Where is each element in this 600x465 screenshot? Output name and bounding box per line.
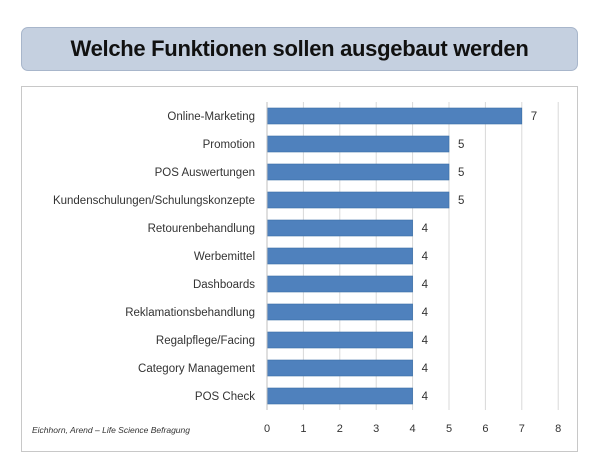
category-label: Reklamationsbehandlung	[125, 307, 255, 319]
bar	[266, 303, 413, 321]
data-label: 4	[422, 335, 429, 347]
bar	[266, 107, 523, 125]
source-note: Eichhorn, Arend – Life Science Befragung	[32, 425, 190, 435]
category-label: POS Check	[195, 391, 255, 403]
bar	[266, 247, 413, 265]
x-tick-label: 6	[482, 423, 488, 435]
data-label: 5	[458, 167, 464, 179]
x-tick-label: 8	[555, 423, 561, 435]
category-label: Promotion	[203, 139, 255, 151]
x-tick-label: 7	[519, 423, 525, 435]
bar	[266, 135, 450, 153]
chart-title: Welche Funktionen sollen ausgebaut werde…	[70, 36, 529, 61]
bar	[266, 359, 413, 377]
bar	[266, 331, 413, 349]
category-label: Online-Marketing	[167, 111, 255, 123]
data-label: 4	[422, 363, 429, 375]
x-tick-label: 1	[300, 423, 306, 435]
category-label: POS Auswertungen	[155, 167, 255, 179]
data-label: 4	[422, 307, 429, 319]
bar	[266, 275, 413, 293]
data-label: 4	[422, 279, 429, 291]
category-label: Werbemittel	[194, 251, 255, 263]
x-tick-label: 4	[410, 423, 416, 435]
x-tick-label: 3	[373, 423, 379, 435]
data-label: 4	[422, 391, 429, 403]
data-label: 5	[458, 195, 464, 207]
category-label: Regalpflege/Facing	[156, 335, 255, 347]
bar	[266, 387, 413, 405]
x-tick-label: 0	[264, 423, 270, 435]
category-label: Dashboards	[193, 279, 255, 291]
data-label: 7	[531, 111, 537, 123]
bar	[266, 191, 450, 209]
data-label: 5	[458, 139, 464, 151]
bar	[266, 219, 413, 237]
data-label: 4	[422, 223, 429, 235]
title-banner: Welche Funktionen sollen ausgebaut werde…	[21, 27, 578, 71]
category-label: Kundenschulungen/Schulungskonzepte	[53, 195, 255, 207]
category-label: Retourenbehandlung	[148, 223, 255, 235]
category-label: Category Management	[138, 363, 256, 375]
x-tick-label: 5	[446, 423, 452, 435]
x-tick-label: 2	[337, 423, 343, 435]
bar	[266, 163, 450, 181]
data-label: 4	[422, 251, 429, 263]
